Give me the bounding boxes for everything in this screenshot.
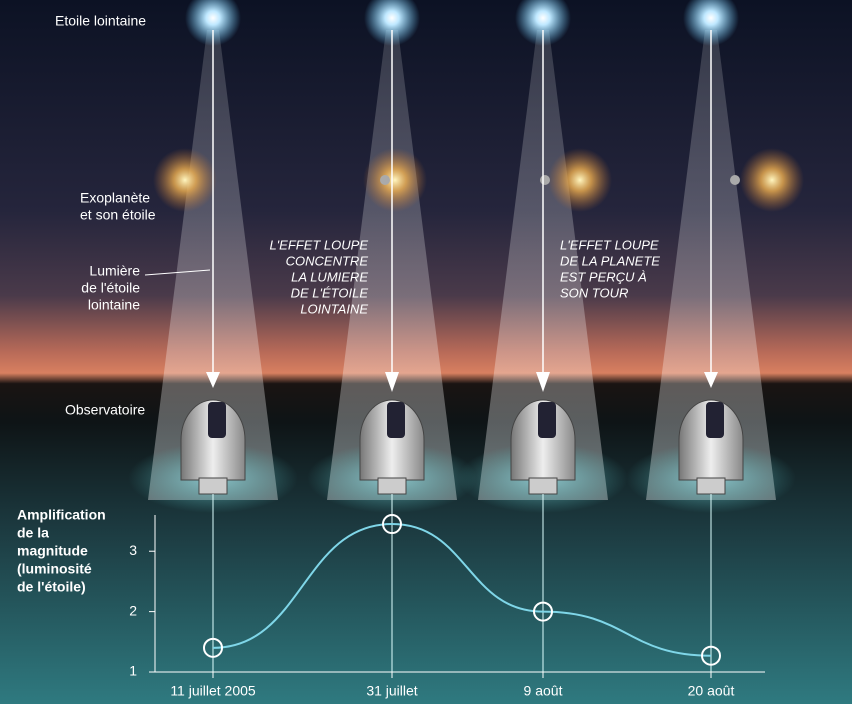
host-star: [153, 148, 217, 212]
annotation: LOINTAINE: [300, 301, 368, 316]
annotation: DE LA PLANETE: [560, 253, 660, 268]
label: Exoplanète: [80, 190, 150, 206]
label: de l'étoile: [81, 280, 140, 296]
page: {"labels":{"distant_star":"Etoile lointa…: [0, 0, 852, 704]
planet: [380, 175, 390, 185]
annotation: CONCENTRE: [286, 253, 369, 268]
host-star: [363, 148, 427, 212]
annotation: LA LUMIERE: [291, 269, 368, 284]
annotation: L'EFFET LOUPE: [560, 237, 659, 252]
base: [697, 478, 725, 494]
label: lointaine: [88, 297, 140, 313]
x-tick-label: 20 août: [688, 683, 735, 699]
base: [529, 478, 557, 494]
annotation: L'EFFET LOUPE: [269, 237, 368, 252]
y-tick-label: 1: [129, 663, 137, 679]
x-tick-label: 31 juillet: [366, 683, 417, 699]
base: [378, 478, 406, 494]
label: Lumière: [89, 263, 140, 279]
slit: [387, 402, 405, 438]
annotation: EST PERÇU À: [560, 269, 647, 284]
label: et son étoile: [80, 207, 156, 223]
y-axis-title: de la: [17, 525, 49, 541]
annotation: DE L'ÉTOILE: [291, 285, 369, 300]
label: Etoile lointaine: [55, 13, 146, 29]
x-tick-label: 11 juillet 2005: [170, 683, 256, 699]
base: [199, 478, 227, 494]
planet: [540, 175, 550, 185]
y-axis-title: Amplification: [17, 507, 106, 523]
x-tick-label: 9 août: [524, 683, 563, 699]
slit: [706, 402, 724, 438]
slit: [208, 402, 226, 438]
y-axis-title: (luminosité: [17, 561, 92, 577]
annotation: SON TOUR: [560, 285, 628, 300]
planet: [730, 175, 740, 185]
y-tick-label: 2: [129, 602, 137, 618]
infographic: Etoile lointaine Exoplanète et son étoil…: [0, 0, 852, 704]
slit: [538, 402, 556, 438]
label: Observatoire: [65, 402, 145, 418]
y-tick-label: 3: [129, 542, 137, 558]
y-axis-title: magnitude: [17, 543, 88, 559]
host-star: [548, 148, 612, 212]
host-star: [740, 148, 804, 212]
y-axis-title: de l'étoile): [17, 579, 86, 595]
